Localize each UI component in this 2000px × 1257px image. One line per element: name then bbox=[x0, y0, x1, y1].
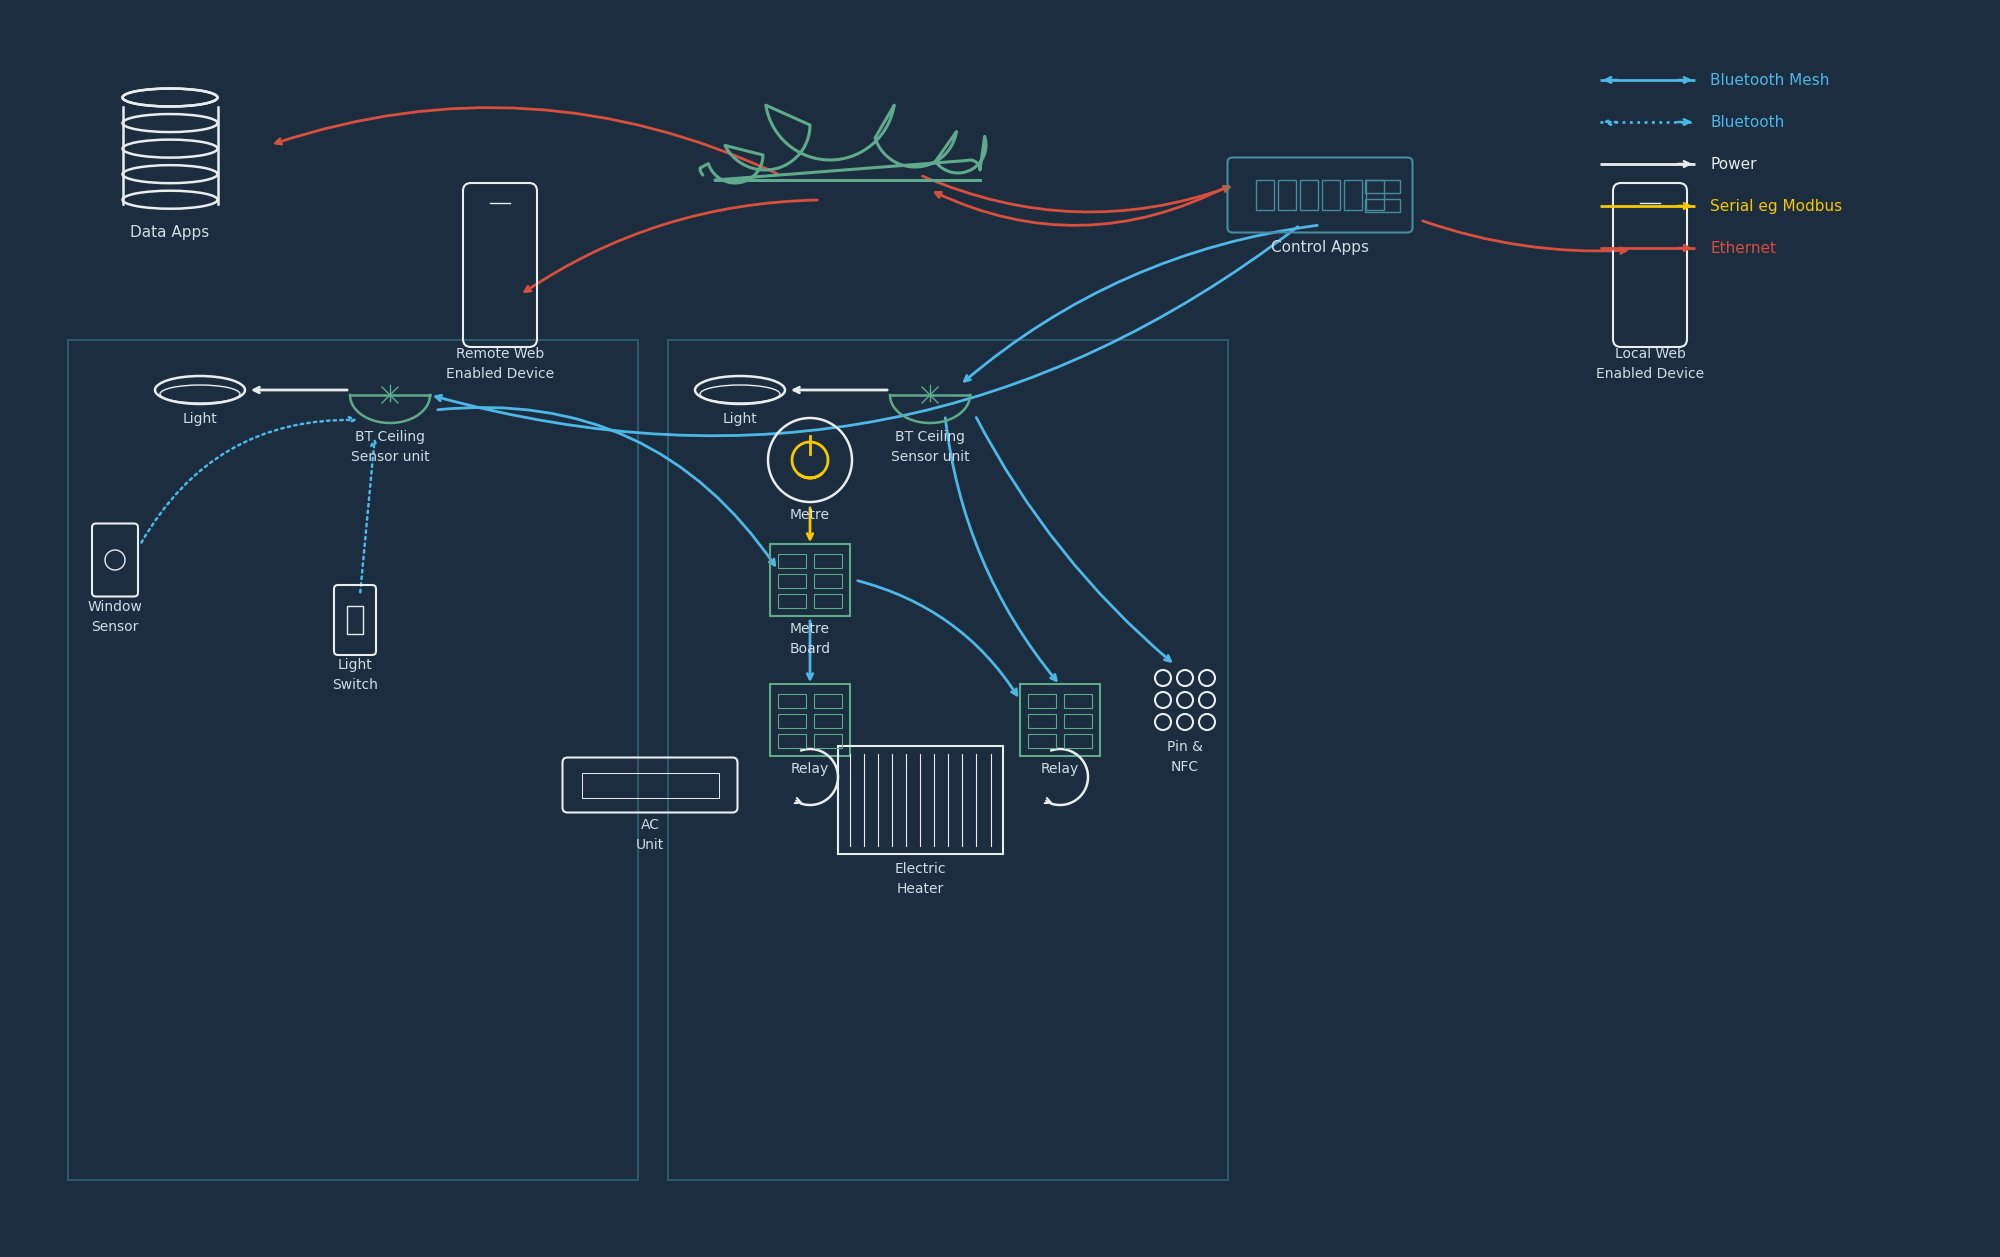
Bar bbox=[770, 684, 850, 755]
Text: BT Ceiling
Sensor unit: BT Ceiling Sensor unit bbox=[350, 430, 430, 464]
Bar bbox=[814, 734, 842, 748]
Text: Relay: Relay bbox=[1040, 762, 1080, 776]
Text: Light: Light bbox=[182, 412, 218, 426]
Bar bbox=[778, 714, 806, 728]
Bar bbox=[1064, 694, 1092, 708]
Text: Local Web
Enabled Device: Local Web Enabled Device bbox=[1596, 347, 1704, 381]
Text: Metre: Metre bbox=[790, 508, 830, 522]
Text: Ethernet: Ethernet bbox=[1710, 240, 1776, 255]
Bar bbox=[778, 694, 806, 708]
Text: Metre
Board: Metre Board bbox=[790, 622, 830, 655]
Bar bbox=[1028, 714, 1056, 728]
Bar bbox=[348, 606, 364, 634]
Text: Remote Web
Enabled Device: Remote Web Enabled Device bbox=[446, 347, 554, 381]
Bar bbox=[1064, 734, 1092, 748]
Text: Light
Switch: Light Switch bbox=[332, 657, 378, 691]
Text: Power: Power bbox=[1710, 157, 1756, 171]
Bar bbox=[838, 745, 1002, 854]
Bar bbox=[1028, 734, 1056, 748]
Bar bbox=[814, 574, 842, 588]
Bar bbox=[1028, 694, 1056, 708]
Text: Light: Light bbox=[722, 412, 758, 426]
Bar bbox=[1064, 714, 1092, 728]
Bar bbox=[778, 554, 806, 568]
Bar bbox=[68, 339, 638, 1180]
Text: Bluetooth Mesh: Bluetooth Mesh bbox=[1710, 73, 1830, 88]
Text: Window
Sensor: Window Sensor bbox=[88, 600, 142, 634]
Bar bbox=[770, 544, 850, 616]
Text: BT Ceiling
Sensor unit: BT Ceiling Sensor unit bbox=[890, 430, 970, 464]
Text: Relay: Relay bbox=[790, 762, 830, 776]
Bar bbox=[778, 595, 806, 608]
Bar bbox=[1020, 684, 1100, 755]
Text: Data Apps: Data Apps bbox=[130, 225, 210, 240]
Text: Electric
Heater: Electric Heater bbox=[894, 862, 946, 895]
Text: Control Apps: Control Apps bbox=[1272, 240, 1368, 255]
Bar bbox=[778, 574, 806, 588]
Text: Serial eg Modbus: Serial eg Modbus bbox=[1710, 199, 1842, 214]
Bar bbox=[814, 714, 842, 728]
Bar bbox=[814, 595, 842, 608]
Bar bbox=[668, 339, 1228, 1180]
Text: AC
Unit: AC Unit bbox=[636, 818, 664, 851]
Bar bbox=[1364, 199, 1400, 212]
Bar bbox=[814, 694, 842, 708]
Bar bbox=[814, 554, 842, 568]
Text: Bluetooth: Bluetooth bbox=[1710, 114, 1784, 129]
Bar bbox=[1364, 180, 1400, 194]
Text: Pin &
NFC: Pin & NFC bbox=[1168, 740, 1202, 773]
Bar bbox=[778, 734, 806, 748]
Bar bbox=[582, 773, 718, 797]
